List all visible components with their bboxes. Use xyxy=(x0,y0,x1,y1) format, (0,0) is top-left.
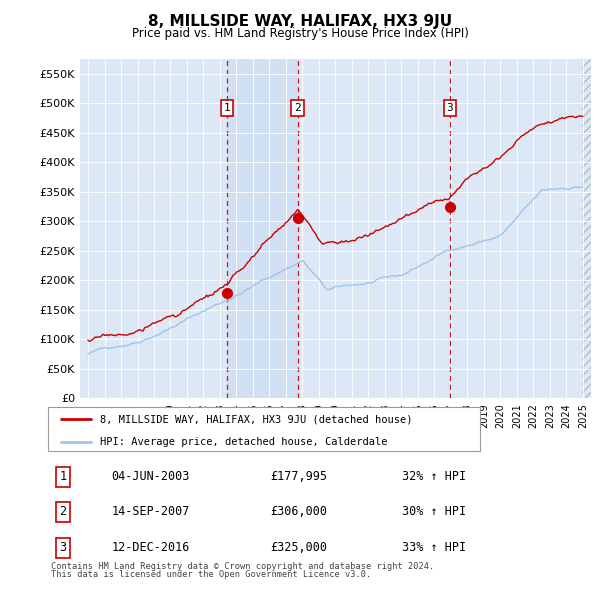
Text: 3: 3 xyxy=(59,542,67,555)
Text: 12-DEC-2016: 12-DEC-2016 xyxy=(112,542,190,555)
Text: 32% ↑ HPI: 32% ↑ HPI xyxy=(402,470,466,483)
Text: 8, MILLSIDE WAY, HALIFAX, HX3 9JU: 8, MILLSIDE WAY, HALIFAX, HX3 9JU xyxy=(148,14,452,28)
Text: £177,995: £177,995 xyxy=(270,470,327,483)
Text: 14-SEP-2007: 14-SEP-2007 xyxy=(112,505,190,519)
Bar xyxy=(227,59,298,398)
Text: £306,000: £306,000 xyxy=(270,505,327,519)
Text: HPI: Average price, detached house, Calderdale: HPI: Average price, detached house, Cald… xyxy=(100,437,388,447)
Text: 1: 1 xyxy=(59,470,67,483)
Text: 33% ↑ HPI: 33% ↑ HPI xyxy=(402,542,466,555)
Text: 30% ↑ HPI: 30% ↑ HPI xyxy=(402,505,466,519)
Text: Price paid vs. HM Land Registry's House Price Index (HPI): Price paid vs. HM Land Registry's House … xyxy=(131,27,469,40)
Text: £325,000: £325,000 xyxy=(270,542,327,555)
Text: 2: 2 xyxy=(294,103,301,113)
Text: Contains HM Land Registry data © Crown copyright and database right 2024.: Contains HM Land Registry data © Crown c… xyxy=(51,562,434,571)
Text: 2: 2 xyxy=(59,505,67,519)
Text: 04-JUN-2003: 04-JUN-2003 xyxy=(112,470,190,483)
Text: This data is licensed under the Open Government Licence v3.0.: This data is licensed under the Open Gov… xyxy=(51,571,371,579)
FancyBboxPatch shape xyxy=(48,407,480,451)
Bar xyxy=(582,59,591,398)
Text: 3: 3 xyxy=(446,103,454,113)
Text: 1: 1 xyxy=(224,103,230,113)
Text: 8, MILLSIDE WAY, HALIFAX, HX3 9JU (detached house): 8, MILLSIDE WAY, HALIFAX, HX3 9JU (detac… xyxy=(100,414,412,424)
